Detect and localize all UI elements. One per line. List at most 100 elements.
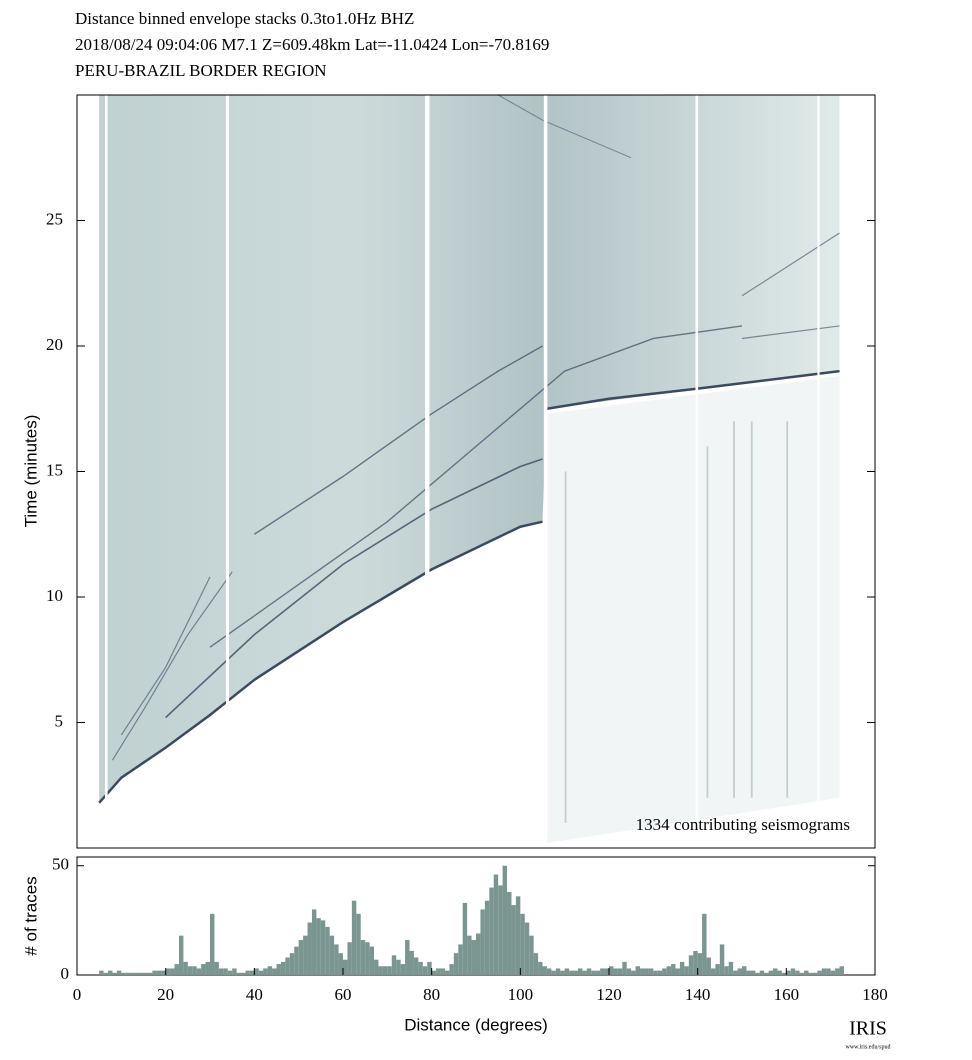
bar [183, 961, 188, 975]
bar [307, 922, 312, 975]
bar [232, 968, 237, 975]
bar [298, 940, 304, 975]
bar [192, 966, 197, 975]
bar [635, 966, 641, 975]
bar [156, 970, 162, 975]
bar [103, 972, 109, 975]
bar [476, 933, 481, 975]
x-axis-label: Distance (degrees) [404, 1015, 548, 1034]
bar [249, 970, 255, 975]
bar [622, 961, 627, 975]
bar [121, 972, 126, 975]
bar [666, 966, 672, 975]
bar [311, 909, 317, 975]
y-tick-label: 20 [46, 335, 63, 354]
bar [591, 970, 596, 975]
bar [413, 957, 419, 975]
bar [511, 905, 516, 975]
x-tick-label: 120 [596, 985, 622, 1004]
bar [99, 970, 104, 975]
bar [493, 874, 499, 975]
bar [817, 970, 822, 975]
bar [546, 968, 552, 975]
bar [644, 968, 649, 975]
bar [147, 972, 153, 975]
bar [808, 972, 813, 975]
bar [467, 935, 472, 975]
bar [427, 961, 432, 975]
bar [764, 972, 769, 975]
x-tick-label: 60 [335, 985, 352, 1004]
x-tick-label: 40 [246, 985, 263, 1004]
bar [444, 970, 450, 975]
bar [347, 942, 352, 975]
bar [178, 935, 184, 975]
bar [693, 950, 698, 975]
bar [245, 970, 250, 975]
bar [631, 970, 636, 975]
bar [365, 942, 370, 975]
x-tick-label: 0 [73, 985, 82, 1004]
bar [737, 968, 742, 975]
y-axis-label: Time (minutes) [21, 415, 40, 528]
bar [285, 957, 290, 975]
bar [653, 970, 658, 975]
bar [303, 935, 308, 975]
bar [742, 966, 747, 975]
x-tick-label: 20 [157, 985, 174, 1004]
bar [294, 946, 299, 975]
bar [719, 944, 725, 975]
bar [378, 966, 383, 975]
bar [812, 972, 818, 975]
bar [507, 891, 512, 975]
y-tick-label: 10 [46, 586, 63, 605]
bar [351, 900, 357, 975]
bar [529, 935, 534, 975]
bar [418, 961, 423, 975]
bar [750, 970, 756, 975]
bar [542, 966, 547, 975]
bar [604, 968, 609, 975]
bar [684, 966, 689, 975]
bar [214, 961, 219, 975]
bar [196, 968, 202, 975]
bar [564, 968, 570, 975]
bar [538, 961, 543, 975]
bar [405, 940, 410, 975]
bar [396, 959, 401, 975]
bar [453, 953, 459, 975]
y-tick-label: 0 [61, 964, 70, 983]
bar [724, 966, 729, 975]
bar [143, 972, 148, 975]
bar [790, 968, 796, 975]
bar [577, 968, 583, 975]
bar [795, 970, 800, 975]
bar [480, 909, 485, 975]
bar [161, 970, 166, 975]
bar [369, 946, 375, 975]
bar [325, 926, 330, 975]
bar [258, 970, 264, 975]
bar [697, 953, 703, 975]
logo-url: www.iris.edu/spud [846, 1044, 891, 1050]
bar [648, 968, 654, 975]
bar [210, 913, 215, 975]
bar [165, 968, 171, 975]
subtitle: PERU-BRAZIL BORDER REGION [75, 61, 327, 80]
bar [170, 968, 175, 975]
bar [675, 968, 680, 975]
bar [804, 970, 809, 975]
bar [679, 961, 685, 975]
bar [139, 972, 144, 975]
bar [826, 968, 831, 975]
bar [773, 968, 778, 975]
x-tick-label: 160 [774, 985, 800, 1004]
bar [533, 953, 539, 975]
bar [108, 970, 113, 975]
bar [710, 968, 716, 975]
bar [830, 970, 836, 975]
bar [400, 964, 406, 975]
bar [786, 970, 791, 975]
annotation: 1334 contributing seismograms [636, 815, 850, 834]
bar [489, 887, 494, 975]
